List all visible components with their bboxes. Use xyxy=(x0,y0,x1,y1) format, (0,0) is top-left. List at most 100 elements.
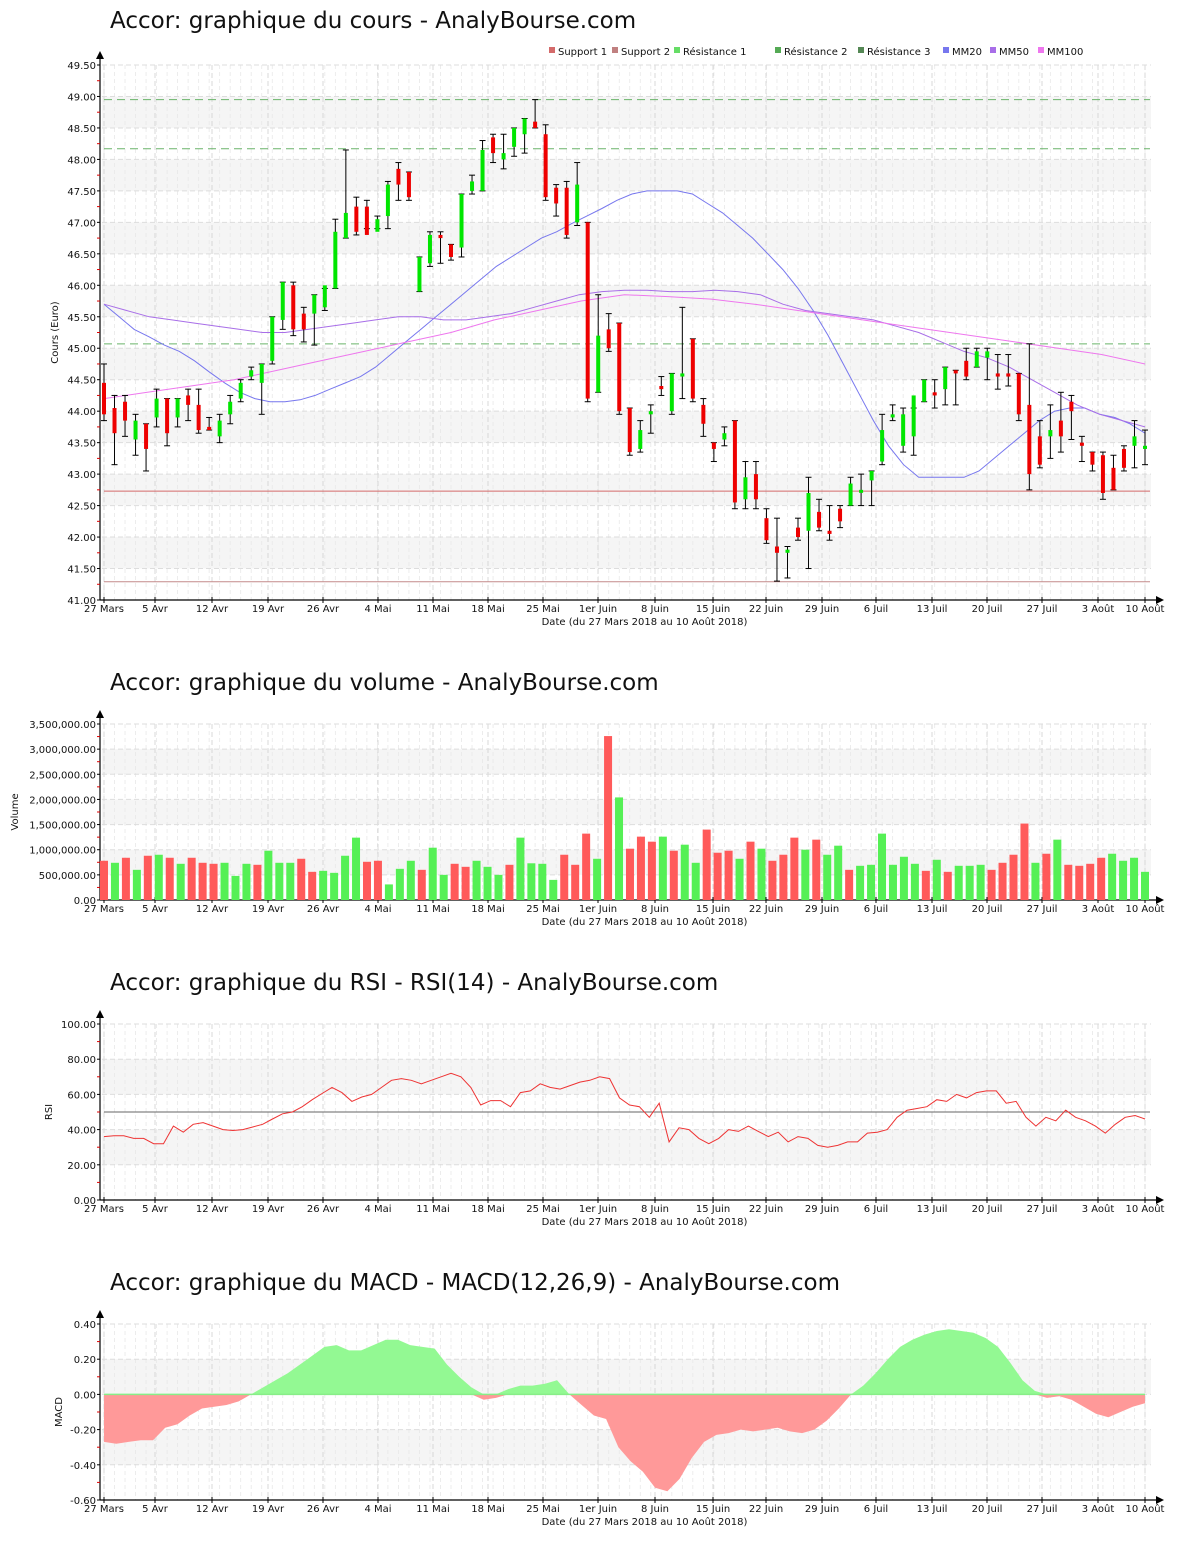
grid-band xyxy=(102,96,1151,128)
candlestick xyxy=(795,517,801,541)
volume-bar xyxy=(702,829,711,900)
volume-bar xyxy=(450,863,459,900)
x-tick-label: 6 Juil xyxy=(864,604,888,615)
macd-chart-title: Accor: graphique du MACD - MACD(12,26,9)… xyxy=(110,1270,840,1296)
volume-bar xyxy=(921,870,930,900)
candlestick xyxy=(637,420,644,453)
y-tick-label: 80.00 xyxy=(67,1055,96,1066)
y-tick-label: 46.00 xyxy=(67,281,96,292)
volume-bar xyxy=(1108,853,1117,900)
candlestick xyxy=(679,306,686,400)
volume-bar xyxy=(132,869,141,900)
candlestick xyxy=(721,426,728,447)
candlestick xyxy=(363,199,370,235)
grid-band xyxy=(102,1059,1151,1095)
candlestick xyxy=(952,369,959,406)
svg-text:MM100: MM100 xyxy=(1047,47,1083,58)
x-tick-label: 20 Juil xyxy=(972,1504,1003,1515)
y-tick-label: 49.50 xyxy=(67,61,96,72)
y-tick-label: 48.00 xyxy=(67,155,96,166)
volume-bar xyxy=(976,864,985,900)
y-tick-label: 60.00 xyxy=(67,1090,96,1101)
x-tick-label: 13 Juil xyxy=(917,1204,948,1215)
x-tick-label: 26 Avr xyxy=(307,904,340,915)
volume-bar xyxy=(187,857,196,900)
x-tick-label: 10 Août xyxy=(1126,1503,1165,1515)
x-tick-label: 11 Mai xyxy=(416,604,449,615)
y-tick-label: 0.20 xyxy=(74,1355,96,1366)
volume-bar xyxy=(768,860,777,900)
x-tick-label: 8 Juin xyxy=(641,1204,669,1215)
candlestick xyxy=(742,461,749,510)
volume-bar xyxy=(538,863,547,900)
volume-bar xyxy=(845,869,854,900)
x-tick-label: 19 Avr xyxy=(252,604,285,615)
x-tick-label: 13 Juil xyxy=(917,604,948,615)
candlestick xyxy=(963,347,970,381)
y-axis-label: Cours (Euro) xyxy=(50,301,61,364)
svg-text:Support 1: Support 1 xyxy=(558,47,607,58)
candlestick xyxy=(321,285,328,311)
candlestick xyxy=(826,505,833,541)
x-tick-label: 27 Juil xyxy=(1027,904,1058,915)
x-tick-label: 27 Juil xyxy=(1027,1504,1058,1515)
volume-bar xyxy=(100,860,108,900)
volume-bar xyxy=(932,859,941,900)
y-tick-label: 0.00 xyxy=(74,1390,96,1401)
volume-bar xyxy=(165,857,174,900)
y-tick-label: 45.50 xyxy=(67,313,96,324)
y-tick-label: -0.60 xyxy=(70,1496,96,1507)
candlestick xyxy=(279,281,286,330)
volume-bar xyxy=(658,836,667,900)
x-axis-label: Date (du 27 Mars 2018 au 10 Août 2018) xyxy=(542,616,748,628)
x-tick-label: 13 Juil xyxy=(917,1504,948,1515)
candlestick xyxy=(931,379,938,409)
candlestick xyxy=(342,149,349,239)
volume-bar xyxy=(275,862,284,900)
y-tick-label: 2,500,000.00 xyxy=(29,770,96,781)
x-tick-label: 10 Août xyxy=(1126,903,1165,915)
y-tick-label: 0.40 xyxy=(74,1320,96,1331)
volume-bar xyxy=(856,865,865,900)
x-axis-arrow-icon xyxy=(1156,1196,1164,1204)
y-tick-label: 47.50 xyxy=(67,187,96,198)
candlestick xyxy=(269,316,276,365)
candlestick xyxy=(1099,451,1106,500)
candlestick xyxy=(206,416,213,431)
grid-band xyxy=(102,799,1151,825)
candlestick xyxy=(164,398,171,447)
x-tick-label: 18 Mai xyxy=(471,904,504,915)
volume-bar xyxy=(231,875,240,900)
y-tick-label: 3,000,000.00 xyxy=(29,745,96,756)
volume-bar xyxy=(680,844,689,900)
candlestick xyxy=(490,133,497,164)
candlestick xyxy=(710,442,717,463)
candlestick xyxy=(900,407,907,453)
candlestick xyxy=(574,162,581,226)
candlestick xyxy=(1047,404,1054,459)
candlestick xyxy=(910,395,917,456)
grid-band xyxy=(102,474,1151,506)
candlestick xyxy=(290,281,297,337)
volume-bar xyxy=(549,879,558,900)
volume-bar xyxy=(527,863,536,900)
x-tick-label: 15 Juin xyxy=(696,604,730,615)
x-tick-label: 11 Mai xyxy=(416,904,449,915)
x-tick-label: 27 Mars xyxy=(84,1504,124,1515)
x-tick-label: 12 Avr xyxy=(196,604,229,615)
rsi-chart-title: Accor: graphique du RSI - RSI(14) - Anal… xyxy=(110,970,719,996)
x-tick-label: 29 Juin xyxy=(805,604,839,615)
x-tick-label: 25 Mai xyxy=(526,604,559,615)
candlestick xyxy=(101,363,107,422)
x-tick-label: 15 Juin xyxy=(696,1204,730,1215)
x-axis-label: Date (du 27 Mars 2018 au 10 Août 2018) xyxy=(542,1216,748,1228)
volume-bar xyxy=(899,856,908,900)
volume-bar xyxy=(121,857,130,900)
x-tick-label: 15 Juin xyxy=(696,904,730,915)
volume-bar xyxy=(1130,857,1139,900)
x-tick-label: 1er Juin xyxy=(579,1504,617,1515)
volume-bar xyxy=(242,863,251,900)
candlestick xyxy=(605,313,612,352)
rsi-chart: 0.00 20.00 40.00 60.00 80.00 100.00 27 Mars 5 A… xyxy=(44,1010,1165,1228)
x-tick-label: 27 Mars xyxy=(84,604,124,615)
